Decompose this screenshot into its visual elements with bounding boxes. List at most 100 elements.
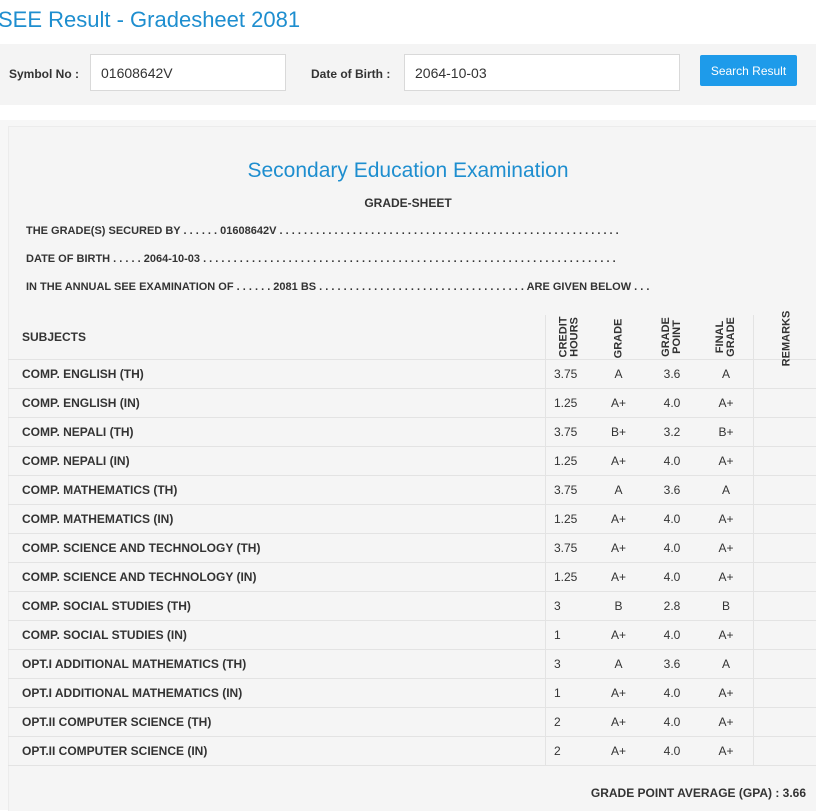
final-grade-cell: A [699, 360, 754, 389]
final-grade-cell: A+ [699, 679, 754, 708]
header-remarks: REMARKS [754, 315, 816, 360]
remarks-cell [754, 534, 816, 563]
subject-cell: COMP. SCIENCE AND TECHNOLOGY (IN) [8, 563, 546, 592]
grade-point-cell: 4.0 [645, 679, 699, 708]
final-grade-cell: A+ [699, 737, 754, 766]
subject-cell: COMP. SCIENCE AND TECHNOLOGY (TH) [8, 534, 546, 563]
subject-cell: COMP. SOCIAL STUDIES (TH) [8, 592, 546, 621]
exam-title: Secondary Education Examination [0, 159, 816, 183]
grade-cell: B+ [592, 418, 645, 447]
subject-cell: COMP. ENGLISH (IN) [8, 389, 546, 418]
grade-cell: A+ [592, 737, 645, 766]
remarks-cell [754, 476, 816, 505]
grade-point-cell: 3.6 [645, 476, 699, 505]
remarks-cell [754, 563, 816, 592]
grade-cell: A [592, 650, 645, 679]
remarks-cell [754, 592, 816, 621]
subject-cell: COMP. MATHEMATICS (IN) [8, 505, 546, 534]
header-subjects: SUBJECTS [8, 315, 546, 360]
header-credit-hours: CREDIT HOURS [546, 315, 593, 360]
grade-point-cell: 4.0 [645, 621, 699, 650]
credit-hours-cell: 2 [546, 708, 593, 737]
grade-point-cell: 4.0 [645, 534, 699, 563]
final-grade-cell: A+ [699, 389, 754, 418]
subject-cell: COMP. SOCIAL STUDIES (IN) [8, 621, 546, 650]
grade-cell: A+ [592, 447, 645, 476]
credit-hours-cell: 3 [546, 592, 593, 621]
gradesheet-subtitle: GRADE-SHEET [0, 196, 816, 210]
grade-cell: A+ [592, 679, 645, 708]
subject-cell: OPT.I ADDITIONAL MATHEMATICS (IN) [8, 679, 546, 708]
subject-cell: OPT.II COMPUTER SCIENCE (IN) [8, 737, 546, 766]
credit-hours-cell: 1.25 [546, 389, 593, 418]
credit-hours-cell: 3.75 [546, 534, 593, 563]
remarks-cell [754, 447, 816, 476]
grade-cell: A+ [592, 505, 645, 534]
grade-point-cell: 4.0 [645, 737, 699, 766]
credit-hours-cell: 3.75 [546, 360, 593, 389]
grade-cell: A [592, 476, 645, 505]
remarks-cell [754, 389, 816, 418]
grade-cell: A+ [592, 621, 645, 650]
final-grade-cell: A+ [699, 447, 754, 476]
date-of-birth-input[interactable] [404, 54, 680, 91]
credit-hours-cell: 3.75 [546, 418, 593, 447]
final-grade-cell: A+ [699, 621, 754, 650]
final-grade-cell: B+ [699, 418, 754, 447]
page-title: SEE Result - Gradesheet 2081 [0, 7, 300, 33]
grade-cell: B [592, 592, 645, 621]
symbol-number-input[interactable] [90, 54, 286, 91]
remarks-cell [754, 737, 816, 766]
remarks-cell [754, 708, 816, 737]
final-grade-cell: A+ [699, 534, 754, 563]
final-grade-cell: A+ [699, 708, 754, 737]
grade-table: SUBJECTS CREDIT HOURS GRADE GRADE POINT … [8, 315, 816, 766]
date-of-birth-line: DATE OF BIRTH . . . . . 2064-10-03 . . .… [26, 253, 616, 265]
symbol-label: Symbol No : [9, 67, 79, 81]
grade-point-cell: 3.6 [645, 360, 699, 389]
remarks-cell [754, 505, 816, 534]
subject-cell: COMP. NEPALI (IN) [8, 447, 546, 476]
grade-point-cell: 3.2 [645, 418, 699, 447]
table-header-row: SUBJECTS CREDIT HOURS GRADE GRADE POINT … [8, 315, 816, 360]
credit-hours-cell: 1.25 [546, 505, 593, 534]
remarks-cell [754, 621, 816, 650]
grade-point-cell: 2.8 [645, 592, 699, 621]
grade-cell: A+ [592, 534, 645, 563]
header-final-grade: FINAL GRADE [699, 315, 754, 360]
final-grade-cell: A [699, 476, 754, 505]
credit-hours-cell: 1 [546, 621, 593, 650]
grade-point-cell: 4.0 [645, 505, 699, 534]
remarks-cell [754, 650, 816, 679]
final-grade-cell: B [699, 592, 754, 621]
credit-hours-cell: 3.75 [546, 476, 593, 505]
grade-cell: A [592, 360, 645, 389]
credit-hours-cell: 1 [546, 679, 593, 708]
subject-cell: COMP. MATHEMATICS (TH) [8, 476, 546, 505]
credit-hours-cell: 1.25 [546, 563, 593, 592]
search-result-button[interactable]: Search Result [700, 55, 797, 86]
gpa-summary: GRADE POINT AVERAGE (GPA) : 3.66 [591, 786, 806, 800]
final-grade-cell: A [699, 650, 754, 679]
subject-cell: OPT.I ADDITIONAL MATHEMATICS (TH) [8, 650, 546, 679]
credit-hours-cell: 3 [546, 650, 593, 679]
final-grade-cell: A+ [699, 563, 754, 592]
credit-hours-cell: 1.25 [546, 447, 593, 476]
grade-cell: A+ [592, 389, 645, 418]
remarks-cell [754, 679, 816, 708]
credit-hours-cell: 2 [546, 737, 593, 766]
secured-by-line: THE GRADE(S) SECURED BY . . . . . . 0160… [26, 225, 619, 237]
dob-label: Date of Birth : [311, 67, 390, 81]
